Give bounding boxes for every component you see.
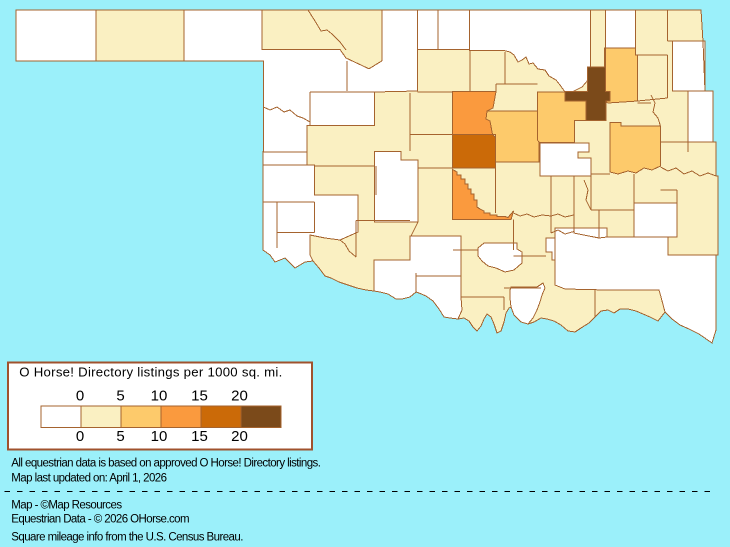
- svg-text:Square mileage info from the U: Square mileage info from the U.S. Census…: [11, 532, 243, 544]
- svg-text:10: 10: [151, 388, 168, 405]
- svg-text:All equestrian data is based o: All equestrian data is based on approved…: [11, 458, 320, 470]
- svg-text:Map - ©Map Resources: Map - ©Map Resources: [11, 500, 122, 512]
- svg-text:10: 10: [151, 428, 168, 445]
- svg-text:5: 5: [116, 428, 124, 445]
- svg-text:0: 0: [76, 388, 84, 405]
- svg-text:15: 15: [191, 428, 208, 445]
- svg-text:20: 20: [231, 428, 248, 445]
- svg-text:20: 20: [231, 388, 248, 405]
- svg-text:5: 5: [116, 388, 124, 405]
- svg-text:Map last updated on: April 1,: Map last updated on: April 1, 2026: [11, 473, 166, 485]
- svg-text:0: 0: [76, 428, 84, 445]
- svg-text:O Horse! Directory listings pe: O Horse! Directory listings per 1000 sq.…: [19, 365, 282, 380]
- svg-text:Equestrian Data - © 2026 OHors: Equestrian Data - © 2026 OHorse.com: [11, 514, 189, 526]
- svg-text:15: 15: [191, 388, 208, 405]
